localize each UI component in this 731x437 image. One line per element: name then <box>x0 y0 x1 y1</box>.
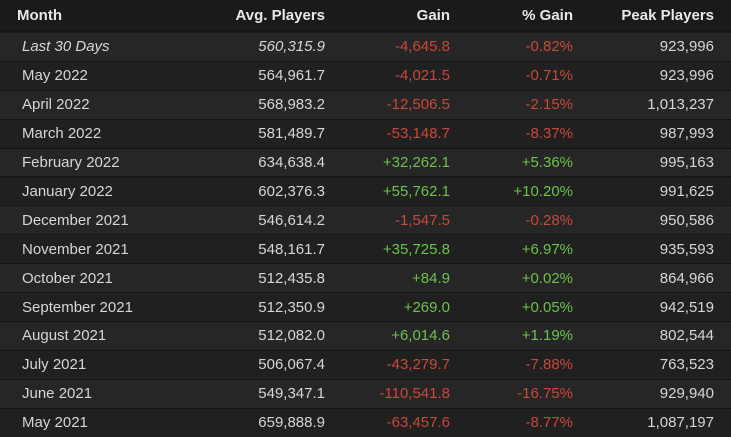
table-cell: September 2021 <box>22 298 133 316</box>
table-cell: -12,506.5 <box>386 96 450 114</box>
table-cell: +84.9 <box>412 269 450 287</box>
table-cell: 634,638.4 <box>258 154 325 172</box>
table-cell: +35,725.8 <box>382 240 450 258</box>
table-cell: +6,014.6 <box>391 327 450 345</box>
table-cell: 602,376.3 <box>258 182 325 200</box>
table-cell: November 2021 <box>22 240 129 258</box>
table-cell: 506,067.4 <box>258 356 325 374</box>
table-cell: -4,645.8 <box>394 38 450 56</box>
table-cell: +269.0 <box>403 298 450 316</box>
table-cell: -7.88% <box>525 356 573 374</box>
table-cell: 995,163 <box>659 154 714 172</box>
table-cell: January 2022 <box>22 182 113 200</box>
table-cell: October 2021 <box>22 269 113 287</box>
table-row: December 2021 546,614.2 -1,547.5 -0.28% 950,… <box>0 206 731 236</box>
table-row: August 2021 512,082.0 +6,014.6 +1.19% 802,54… <box>0 322 731 351</box>
table-row: May 2022 564,961.7 -4,021.5 -0.71% 923,996 <box>0 61 731 91</box>
table-cell: -43,279.7 <box>386 356 450 374</box>
header-cell: Month <box>17 7 62 24</box>
header-cell: Avg. Players <box>235 7 326 24</box>
table-cell: 1,013,237 <box>647 96 714 114</box>
table-cell: -8.37% <box>525 125 573 143</box>
table-cell: +0.05% <box>521 298 573 316</box>
table-cell: 568,983.2 <box>258 96 325 114</box>
table-cell: -53,148.7 <box>386 125 450 143</box>
table-cell: -2.15% <box>525 96 573 114</box>
table-cell: May 2021 <box>22 414 88 432</box>
table-row: September 2021 512,350.9 +269.0 +0.05% 942,5… <box>0 293 731 322</box>
header-cell: % Gain <box>522 7 573 24</box>
table-row: January 2022 602,376.3 +55,762.1 +10.20% 991… <box>0 177 731 207</box>
table-cell: 560,315.9 <box>258 38 325 56</box>
table-row: October 2021 512,435.8 +84.9 +0.02% 864,966 <box>0 264 731 294</box>
table-cell: 1,087,197 <box>647 414 714 432</box>
table-cell: August 2021 <box>22 327 107 345</box>
table-cell: -4,021.5 <box>394 67 450 85</box>
table-cell: 923,996 <box>659 38 714 56</box>
table-cell: 546,614.2 <box>258 211 325 229</box>
table-cell: +1.19% <box>521 327 573 345</box>
table-row: May 2021 659,888.9 -63,457.6 -8.77% 1,087,19… <box>0 408 731 437</box>
table-cell: -16.75% <box>517 385 573 403</box>
table-cell: July 2021 <box>22 356 87 374</box>
header-row: Month Avg. Players Gain % Gain Peak Players <box>0 0 731 32</box>
table-row: July 2021 506,067.4 -43,279.7 -7.88% 763,523 <box>0 350 731 380</box>
table-cell: June 2021 <box>22 385 93 403</box>
table-cell: 950,586 <box>659 211 714 229</box>
table-cell: -1,547.5 <box>394 211 450 229</box>
table-cell: +6.97% <box>521 240 573 258</box>
table-row: February 2022 634,638.4 +32,262.1 +5.36% 995… <box>0 148 731 178</box>
table-cell: April 2022 <box>22 96 90 114</box>
header-cell: Gain <box>416 7 450 24</box>
table-cell: 512,435.8 <box>258 269 325 287</box>
table-cell: 864,966 <box>659 269 714 287</box>
table-cell: 659,888.9 <box>258 414 325 432</box>
table-cell: 581,489.7 <box>258 125 325 143</box>
table-cell: Last 30 Days <box>22 38 110 56</box>
table-cell: May 2022 <box>22 67 88 85</box>
table-cell: 935,593 <box>659 240 714 258</box>
table-cell: +32,262.1 <box>382 154 450 172</box>
table-cell: -8.77% <box>525 414 573 432</box>
table-cell: 512,350.9 <box>258 298 325 316</box>
table-cell: -0.82% <box>525 38 573 56</box>
table-cell: December 2021 <box>22 211 129 229</box>
table-cell: March 2022 <box>22 125 102 143</box>
table-row: November 2021 548,161.7 +35,725.8 +6.97% 935… <box>0 235 731 265</box>
table-cell: 987,993 <box>659 125 714 143</box>
table-cell: +5.36% <box>521 154 573 172</box>
table-cell: -110,541.8 <box>379 385 450 403</box>
table-cell: +10.20% <box>513 182 573 200</box>
table-cell: 548,161.7 <box>258 240 325 258</box>
table-cell: -63,457.6 <box>386 414 450 432</box>
table-cell: -0.28% <box>525 211 573 229</box>
table-cell: 549,347.1 <box>258 385 325 403</box>
table-cell: +0.02% <box>521 269 573 287</box>
table-cell: 763,523 <box>659 356 714 374</box>
table-cell: 564,961.7 <box>258 67 325 85</box>
table-cell: +55,762.1 <box>382 182 450 200</box>
table-cell: 923,996 <box>659 67 714 85</box>
table-row: June 2021 549,347.1 -110,541.8 -16.75% 929,9… <box>0 379 731 409</box>
table-cell: February 2022 <box>22 154 120 172</box>
table-cell: 802,544 <box>659 327 714 345</box>
table-cell: 991,625 <box>659 182 714 200</box>
header-cell: Peak Players <box>621 7 714 24</box>
table-row: March 2022 581,489.7 -53,148.7 -8.37% 987,99… <box>0 119 731 149</box>
table-cell: -0.71% <box>525 67 573 85</box>
table-cell: 929,940 <box>659 385 714 403</box>
table-row: Last 30 Days 560,315.9 -4,645.8 -0.82% 923,9… <box>0 33 731 62</box>
table-cell: 512,082.0 <box>258 327 325 345</box>
table-cell: 942,519 <box>659 298 714 316</box>
table-row: April 2022 568,983.2 -12,506.5 -2.15% 1,013,… <box>0 90 731 120</box>
